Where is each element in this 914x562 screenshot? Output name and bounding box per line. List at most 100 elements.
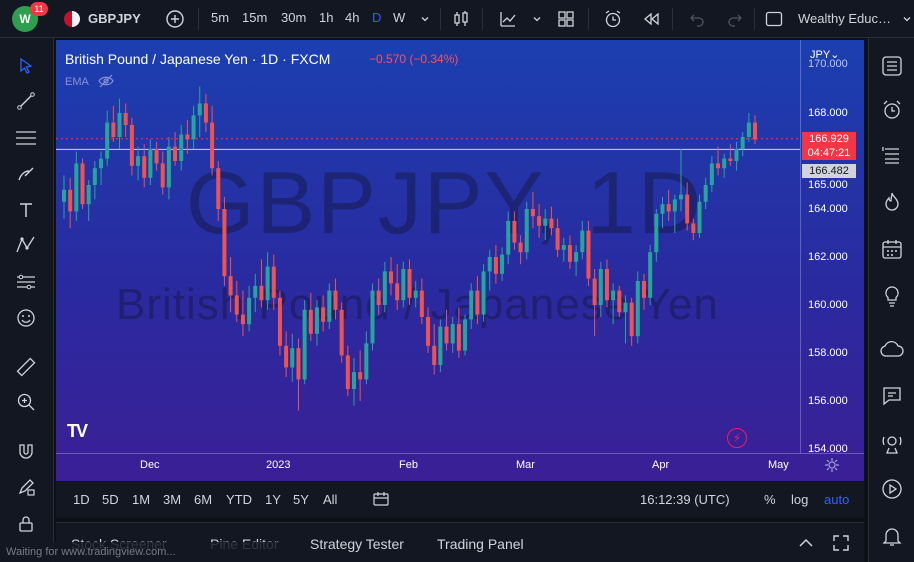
candle-down: [216, 168, 221, 209]
alert-clock-icon[interactable]: [602, 8, 624, 30]
range-1m[interactable]: 1M: [132, 492, 151, 507]
indicator-label[interactable]: EMA: [65, 76, 89, 88]
interval-dropdown-icon[interactable]: [414, 8, 436, 30]
data-window-icon[interactable]: [878, 141, 906, 169]
messages-icon[interactable]: [878, 382, 906, 410]
trend-line-tool-icon[interactable]: [12, 87, 40, 115]
toolbar-separator: [672, 8, 673, 30]
ideas-lightbulb-icon[interactable]: [878, 282, 906, 310]
maximize-icon[interactable]: [831, 533, 851, 556]
candle-up: [623, 302, 628, 313]
undo-icon[interactable]: [686, 8, 708, 30]
percent-scale-toggle[interactable]: %: [764, 492, 776, 507]
candle-down: [641, 281, 646, 298]
alarm-clock-icon[interactable]: [878, 96, 906, 124]
goto-date-icon[interactable]: [372, 490, 390, 511]
currency-label: JPY: [810, 49, 831, 61]
chart-title[interactable]: British Pound / Japanese Yen · 1D · FXCM: [65, 51, 331, 67]
range-all[interactable]: All: [323, 492, 338, 507]
tab-trading-panel[interactable]: Trading Panel: [437, 536, 524, 552]
y-tick-label: 158.000: [808, 347, 848, 359]
indicators-icon[interactable]: [497, 8, 519, 30]
lightning-icon[interactable]: ⚡: [727, 428, 747, 448]
calendar-icon[interactable]: [878, 235, 906, 263]
candle-up: [179, 134, 184, 161]
interval-1w[interactable]: W: [393, 10, 406, 25]
y-tick-label: 154.000: [808, 443, 848, 453]
candle-down: [475, 290, 480, 315]
candle-down: [444, 326, 449, 344]
layout-dropdown-icon[interactable]: [900, 8, 914, 30]
candle-down: [345, 355, 350, 389]
chats-cloud-icon[interactable]: [878, 336, 906, 364]
auto-scale-toggle[interactable]: auto: [824, 492, 850, 507]
hidden-eye-icon[interactable]: [98, 74, 114, 93]
notifications-bell-icon[interactable]: [878, 522, 906, 550]
streams-icon[interactable]: [878, 429, 906, 457]
candle-up: [611, 290, 616, 301]
interval-1h[interactable]: 1h: [319, 10, 334, 25]
symbol-search-button[interactable]: GBPJPY: [88, 11, 141, 26]
candle-up: [314, 307, 319, 334]
candle-up: [413, 290, 418, 298]
candle-down: [376, 290, 381, 305]
ruler-tool-icon[interactable]: [12, 353, 40, 381]
range-3m[interactable]: 3M: [163, 492, 182, 507]
range-ytd[interactable]: YTD: [226, 492, 252, 507]
chart-pane[interactable]: GBPJPY, 1D British Pound / Japanese Yen …: [56, 40, 864, 481]
horizontal-lines-tool-icon[interactable]: [12, 124, 40, 152]
interval-1d[interactable]: D: [372, 10, 382, 25]
tab-strategy-tester[interactable]: Strategy Tester: [310, 536, 404, 552]
interval-5m[interactable]: 5m: [211, 10, 230, 25]
price-axis[interactable]: [800, 40, 864, 453]
range-1y[interactable]: 1Y: [265, 492, 281, 507]
indicators-dropdown-icon[interactable]: [526, 8, 548, 30]
toolbar-separator: [588, 8, 589, 30]
range-1d[interactable]: 1D: [73, 492, 90, 507]
utc-clock[interactable]: 16:12:39 (UTC): [640, 492, 730, 507]
interval-15m[interactable]: 15m: [242, 10, 268, 25]
text-tool-icon[interactable]: [12, 196, 40, 224]
chart-settings-icon[interactable]: [824, 457, 840, 478]
candle-up: [463, 319, 468, 351]
lock-tool-icon[interactable]: [12, 510, 40, 538]
candle-up: [265, 266, 270, 301]
chevron-up-icon[interactable]: [796, 533, 816, 556]
redo-icon[interactable]: [724, 8, 746, 30]
watchlist-icon[interactable]: [878, 52, 906, 80]
forecast-tool-icon[interactable]: [12, 268, 40, 296]
layout-name-button[interactable]: Wealthy Educ…: [798, 11, 891, 26]
candle-down: [308, 309, 313, 334]
cursor-tool-icon[interactable]: [12, 52, 40, 80]
log-scale-toggle[interactable]: log: [791, 492, 809, 507]
interval-30m[interactable]: 30m: [281, 10, 307, 25]
range-5d[interactable]: 5D: [102, 492, 119, 507]
x-tick-label: Mar: [516, 459, 535, 471]
browser-status-message: Waiting for www.tradingview.com...: [0, 542, 300, 562]
candle-up: [92, 168, 97, 185]
zoom-in-tool-icon[interactable]: [12, 388, 40, 416]
play-circle-icon[interactable]: [878, 475, 906, 503]
interval-4h[interactable]: 4h: [345, 10, 360, 25]
candle-up: [382, 271, 387, 305]
emoji-tool-icon[interactable]: [12, 304, 40, 332]
hotlist-fire-icon[interactable]: [878, 188, 906, 216]
brush-tool-icon[interactable]: [12, 160, 40, 188]
compare-add-icon[interactable]: [164, 8, 186, 30]
range-6m[interactable]: 6M: [194, 492, 213, 507]
time-axis[interactable]: [56, 453, 864, 481]
lock-pen-tool-icon[interactable]: [12, 473, 40, 501]
currency-selector[interactable]: JPY⌄: [810, 49, 840, 61]
candle-up: [487, 257, 492, 272]
candle-down: [530, 209, 535, 217]
magnet-tool-icon[interactable]: [12, 437, 40, 465]
replay-icon[interactable]: [640, 8, 662, 30]
candle-down: [456, 324, 461, 351]
candle-up: [481, 271, 486, 315]
layout-checkbox-icon[interactable]: [763, 8, 785, 30]
range-5y[interactable]: 5Y: [293, 492, 309, 507]
candles-chart-type-icon[interactable]: [450, 8, 472, 30]
candle-down: [419, 290, 424, 317]
layout-grid-icon[interactable]: [555, 8, 577, 30]
pattern-tool-icon[interactable]: [12, 231, 40, 259]
